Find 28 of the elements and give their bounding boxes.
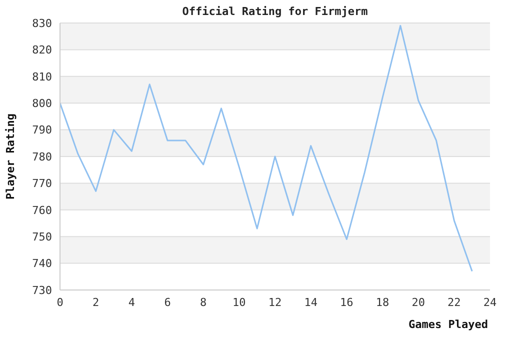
x-tick-label: 16 [340,296,354,309]
y-tick-label: 740 [32,257,52,270]
x-tick-label: 10 [232,296,246,309]
y-tick-label: 830 [32,16,52,30]
x-tick-label: 2 [92,296,100,309]
x-tick-label: 14 [304,296,318,309]
y-tick-label: 810 [32,70,52,84]
x-tick-label: 20 [412,296,425,309]
y-tick-label: 820 [32,44,52,57]
y-tick-label: 800 [32,97,52,110]
y-tick-label: 770 [32,177,52,190]
y-tick-label: 750 [32,230,52,244]
x-tick-label: 12 [268,296,282,309]
x-tick-label: 24 [483,296,497,309]
x-tick-label: 0 [56,296,64,309]
x-tick-label: 8 [200,296,207,309]
y-tick-label: 760 [32,204,52,217]
x-tick-label: 6 [164,296,171,309]
chart-title: Official Rating for Firmjerm [181,5,369,18]
y-axis-title: Player Rating [4,113,17,200]
x-tick-label: 18 [376,296,390,309]
y-tick-label: 780 [32,150,52,164]
y-tick-label: 790 [32,124,52,137]
x-tick-label: 22 [448,296,461,309]
x-axis-title: Games Played [408,318,488,331]
line-series [60,24,473,272]
y-tick-label: 730 [32,284,52,297]
x-tick-label: 4 [128,296,136,309]
